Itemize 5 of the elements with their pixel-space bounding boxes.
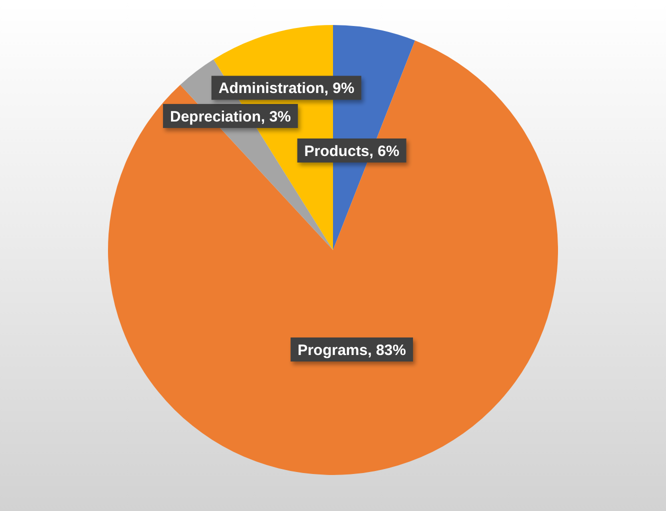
pie-slice — [108, 40, 558, 475]
slice-label: Administration, 9% — [218, 80, 354, 98]
slice-label: Products, 6% — [304, 142, 400, 160]
slice-label: Programs, 83% — [298, 342, 406, 359]
slice-label: Depreciation, 3% — [170, 108, 291, 126]
